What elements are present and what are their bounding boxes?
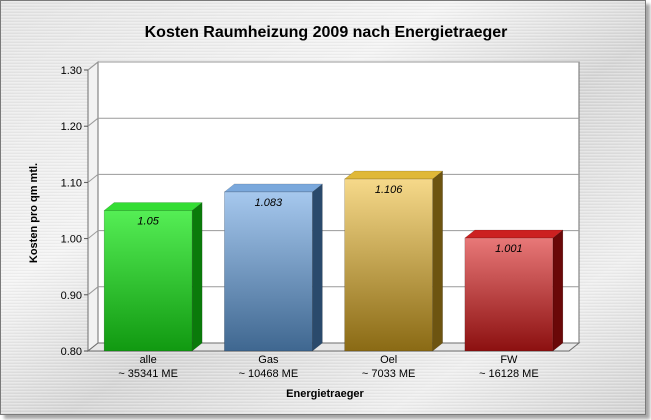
x-axis-labels: alle ~ 35341 ME Gas ~ 10468 ME Oel ~ 7033 ME F…: [118, 354, 538, 380]
y-tick-label: 1.20: [61, 121, 82, 133]
bar-alle: [103, 201, 203, 352]
gridline-side: [87, 174, 99, 183]
bar-chart: Kosten Raumheizung 2009 nach Energietrae…: [1, 1, 645, 414]
value-label: 1.05: [137, 216, 159, 228]
gridline-side: [87, 286, 99, 296]
value-label: 1.083: [255, 197, 283, 209]
bar-front: [344, 178, 433, 352]
x-tick-label: Oel: [380, 354, 397, 366]
y-tick-label: 0.90: [61, 290, 82, 302]
bars: [103, 170, 564, 352]
bar-side: [552, 229, 564, 352]
gridline-side: [87, 61, 99, 71]
bar-side: [432, 170, 443, 352]
bar-front: [103, 210, 193, 352]
bar-side: [191, 201, 203, 352]
y-tick-label: 0.80: [61, 346, 82, 358]
bar-fw: [464, 229, 564, 352]
bar-top: [103, 202, 203, 211]
bar-top: [223, 183, 324, 193]
x-tick-sublabel: ~ 7033 ME: [362, 368, 416, 380]
plot-side-wall: [87, 60, 99, 353]
bar-side: [312, 183, 323, 352]
value-label: 1.001: [495, 243, 523, 255]
y-axis-ticks: 0.80 0.90 1.00 1.10 1.20 1.30: [61, 65, 88, 358]
x-axis-title: Energietraeger: [286, 388, 364, 400]
chart-title: Kosten Raumheizung 2009 nach Energietrae…: [145, 24, 508, 41]
y-tick-label: 1.00: [61, 234, 82, 246]
bar-gas: [223, 183, 324, 352]
y-tick-label: 1.30: [61, 65, 82, 77]
bar-top: [343, 170, 444, 180]
y-tick-label: 1.10: [61, 177, 82, 189]
x-tick-label: Gas: [258, 354, 279, 366]
value-label: 1.106: [375, 184, 403, 196]
bar-front: [464, 237, 554, 352]
bar-front: [224, 191, 313, 352]
x-tick-label: alle: [140, 354, 157, 366]
gridline-side: [87, 230, 99, 239]
x-tick-sublabel: ~ 16128 ME: [479, 368, 539, 380]
bar-oel: [343, 170, 444, 352]
x-tick-sublabel: ~ 35341 ME: [118, 368, 178, 380]
value-labels: 1.05 1.083 1.106 1.001: [137, 184, 522, 255]
y-axis-title: Kosten pro qm mtl.: [28, 163, 40, 263]
bar-top: [464, 229, 564, 239]
x-tick-sublabel: ~ 10468 ME: [239, 368, 299, 380]
x-tick-label: FW: [500, 354, 518, 366]
gridline-side: [87, 117, 99, 127]
